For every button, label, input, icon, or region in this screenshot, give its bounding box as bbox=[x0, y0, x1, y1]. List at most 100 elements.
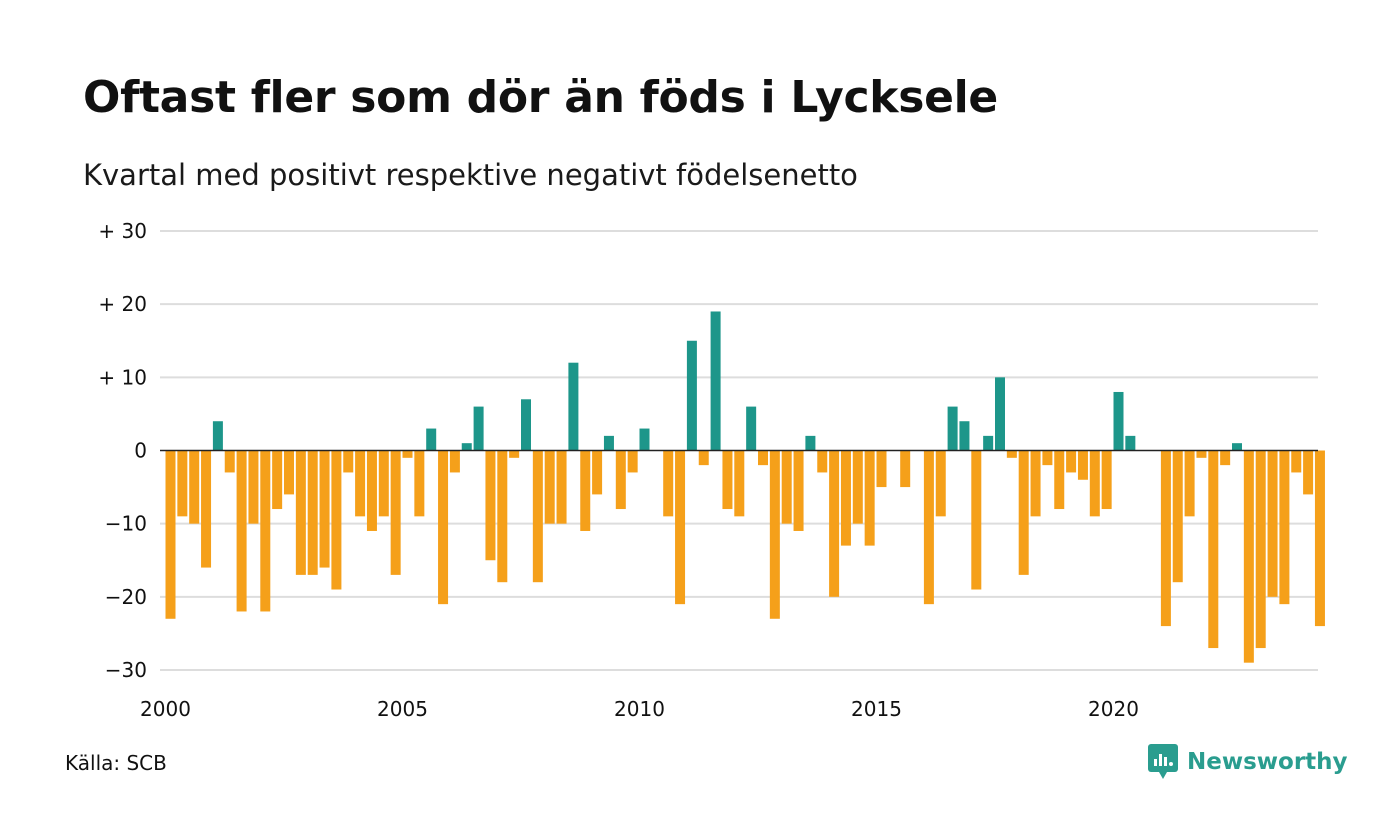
bar bbox=[615, 450, 626, 510]
bar bbox=[923, 450, 934, 605]
bar bbox=[1125, 435, 1136, 451]
x-tick-label: 2015 bbox=[851, 697, 902, 721]
grid-lines bbox=[160, 230, 1318, 671]
bar bbox=[1054, 450, 1065, 510]
y-axis-tick-labels: + 30 + 20 + 10 0 −10 −20 −30 bbox=[98, 219, 147, 682]
bar bbox=[1160, 450, 1171, 627]
bar bbox=[1066, 450, 1077, 473]
bar bbox=[284, 450, 294, 495]
bar bbox=[1172, 450, 1183, 583]
bar bbox=[686, 340, 697, 451]
chart-title: Oftast fler som dör än föds i Lycksele bbox=[83, 72, 998, 123]
bar bbox=[947, 406, 958, 451]
x-tick-label: 2010 bbox=[614, 697, 665, 721]
bar bbox=[1113, 391, 1124, 451]
bar bbox=[746, 406, 757, 451]
bar bbox=[603, 435, 614, 451]
bar bbox=[378, 450, 389, 517]
bar bbox=[438, 450, 449, 605]
bar bbox=[592, 450, 603, 495]
bar bbox=[769, 450, 780, 619]
source-note: Källa: SCB bbox=[65, 751, 167, 775]
bar bbox=[1018, 450, 1029, 575]
bar bbox=[248, 450, 259, 524]
bar bbox=[236, 450, 247, 612]
bar bbox=[971, 450, 982, 590]
bar bbox=[852, 450, 863, 524]
bar bbox=[758, 450, 768, 466]
bar bbox=[1303, 450, 1314, 495]
bar bbox=[485, 450, 496, 561]
bar bbox=[355, 450, 366, 517]
bar bbox=[390, 450, 401, 575]
bar bbox=[1232, 443, 1242, 451]
bar bbox=[722, 450, 733, 510]
bar bbox=[817, 450, 828, 473]
bar bbox=[426, 428, 437, 451]
bar bbox=[509, 450, 520, 458]
bar bbox=[1255, 450, 1266, 649]
bar bbox=[793, 450, 804, 531]
bar bbox=[698, 450, 709, 466]
bar bbox=[189, 450, 200, 524]
bar bbox=[402, 450, 413, 458]
bar bbox=[805, 435, 816, 451]
bar bbox=[935, 450, 946, 517]
bar bbox=[568, 362, 579, 451]
bar bbox=[1101, 450, 1112, 510]
bar bbox=[1184, 450, 1195, 517]
bar bbox=[260, 450, 271, 612]
bar bbox=[959, 421, 970, 451]
bar bbox=[1077, 450, 1088, 480]
bar bbox=[307, 450, 318, 575]
bar bbox=[165, 450, 176, 619]
y-tick-label: + 10 bbox=[98, 365, 147, 389]
bar bbox=[1279, 450, 1290, 605]
bar bbox=[1291, 450, 1302, 473]
bar bbox=[1030, 450, 1041, 517]
y-tick-label: + 20 bbox=[98, 292, 147, 316]
bar bbox=[272, 450, 283, 510]
y-tick-label: −30 bbox=[105, 658, 147, 682]
y-tick-label: −10 bbox=[105, 512, 147, 536]
bar bbox=[1243, 450, 1254, 663]
bar bbox=[983, 435, 994, 451]
bar bbox=[710, 311, 721, 451]
bar bbox=[295, 450, 306, 575]
bar bbox=[473, 406, 484, 451]
bar bbox=[1042, 450, 1053, 466]
chart-subtitle: Kvartal med positivt respektive negativt… bbox=[83, 158, 858, 192]
y-tick-label: 0 bbox=[134, 439, 147, 463]
bar bbox=[201, 450, 212, 568]
x-axis-tick-labels: 2000 2005 2010 2015 2020 bbox=[140, 697, 1139, 721]
bar bbox=[1267, 450, 1278, 597]
brand-logo: Newsworthy bbox=[1148, 744, 1348, 780]
bar bbox=[840, 450, 851, 546]
bar bbox=[1220, 450, 1231, 466]
bar bbox=[532, 450, 543, 583]
bar bbox=[1006, 450, 1017, 458]
bar bbox=[556, 450, 567, 524]
bar bbox=[675, 450, 686, 605]
bar bbox=[1314, 450, 1325, 627]
bar bbox=[449, 450, 460, 473]
bar bbox=[212, 421, 223, 451]
bar bbox=[639, 428, 650, 451]
bar bbox=[580, 450, 591, 531]
bar bbox=[177, 450, 188, 517]
bar bbox=[224, 450, 235, 473]
bar bbox=[734, 450, 745, 517]
bar bbox=[663, 450, 674, 517]
bar bbox=[781, 450, 792, 524]
bars bbox=[165, 311, 1325, 663]
y-tick-label: −20 bbox=[105, 585, 147, 609]
bar bbox=[366, 450, 377, 531]
bar bbox=[876, 450, 887, 488]
bar bbox=[331, 450, 342, 590]
x-tick-label: 2020 bbox=[1088, 697, 1139, 721]
bar bbox=[521, 399, 531, 451]
y-tick-label: + 30 bbox=[98, 219, 147, 243]
bar bbox=[627, 450, 638, 473]
bar bbox=[864, 450, 875, 546]
